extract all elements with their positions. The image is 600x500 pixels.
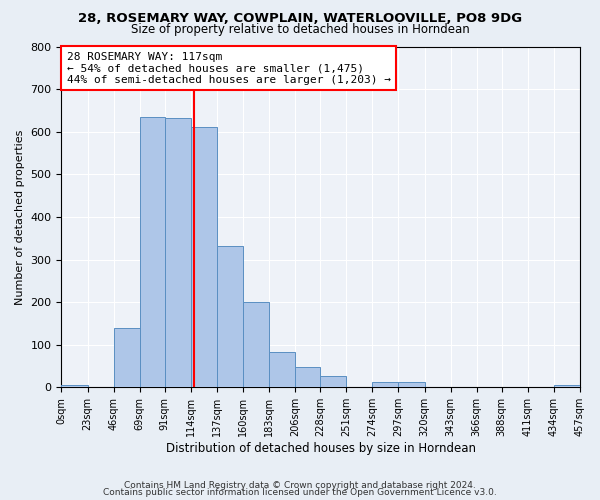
Bar xyxy=(191,128,217,388)
Bar xyxy=(554,385,580,388)
Bar xyxy=(398,382,425,388)
Bar xyxy=(217,246,243,388)
Text: 28 ROSEMARY WAY: 117sqm
← 54% of detached houses are smaller (1,475)
44% of semi: 28 ROSEMARY WAY: 117sqm ← 54% of detache… xyxy=(67,52,391,85)
Bar xyxy=(61,385,88,388)
Text: 28, ROSEMARY WAY, COWPLAIN, WATERLOOVILLE, PO8 9DG: 28, ROSEMARY WAY, COWPLAIN, WATERLOOVILL… xyxy=(78,12,522,26)
Bar xyxy=(269,352,295,388)
Text: Contains public sector information licensed under the Open Government Licence v3: Contains public sector information licen… xyxy=(103,488,497,497)
Bar xyxy=(113,328,140,388)
Bar xyxy=(295,368,320,388)
Bar xyxy=(373,382,398,388)
Text: Size of property relative to detached houses in Horndean: Size of property relative to detached ho… xyxy=(131,22,469,36)
Bar xyxy=(243,302,269,388)
Y-axis label: Number of detached properties: Number of detached properties xyxy=(15,129,25,304)
X-axis label: Distribution of detached houses by size in Horndean: Distribution of detached houses by size … xyxy=(166,442,476,455)
Text: Contains HM Land Registry data © Crown copyright and database right 2024.: Contains HM Land Registry data © Crown c… xyxy=(124,480,476,490)
Bar xyxy=(140,117,164,388)
Bar xyxy=(164,118,191,388)
Bar xyxy=(320,376,346,388)
